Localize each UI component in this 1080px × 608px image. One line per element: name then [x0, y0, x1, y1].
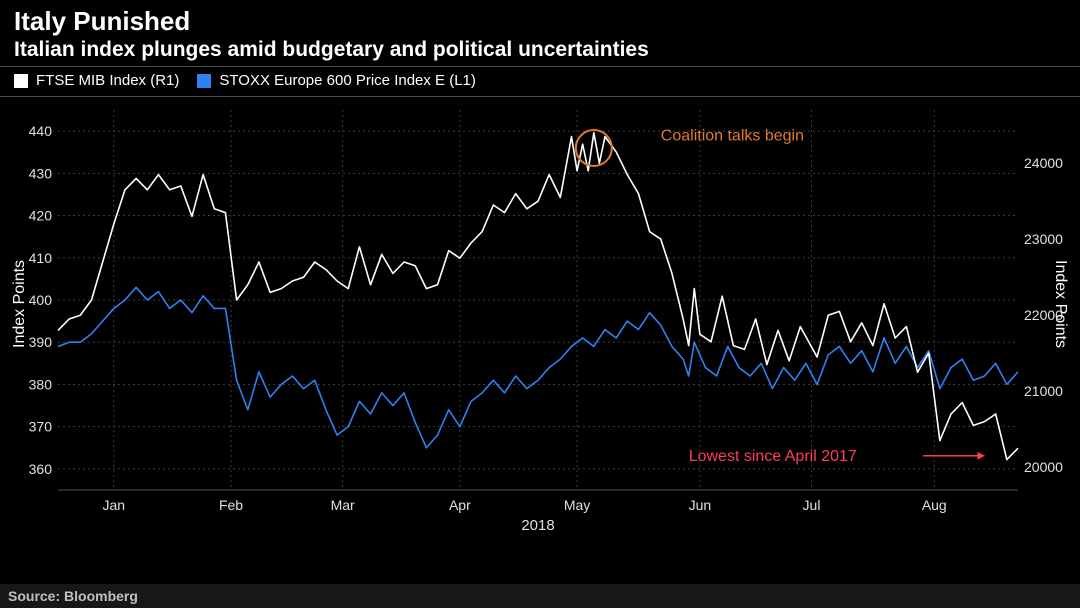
legend-swatch [14, 74, 28, 88]
y-right-tick: 20000 [1024, 459, 1063, 475]
legend-item: FTSE MIB Index (R1) [14, 72, 179, 89]
y-left-tick: 360 [29, 461, 53, 477]
chart-frame: Italy Punished Italian index plunges ami… [0, 0, 1080, 608]
x-tick: Apr [449, 497, 471, 513]
annotation-text: Coalition talks begin [661, 127, 804, 144]
annotation-text: Lowest since April 2017 [689, 448, 857, 465]
x-tick: Jul [803, 497, 821, 513]
y-right-tick: 22000 [1024, 307, 1063, 323]
y-left-tick: 440 [29, 123, 53, 139]
y-left-tick: 370 [29, 419, 53, 435]
x-tick: Feb [219, 497, 243, 513]
x-tick: Jun [689, 497, 712, 513]
y-right-tick: 21000 [1024, 383, 1063, 399]
chart-subtitle: Italian index plunges amid budgetary and… [14, 38, 649, 62]
legend-label: STOXX Europe 600 Price Index E (L1) [219, 72, 476, 89]
x-tick: May [564, 497, 590, 513]
y-axis-right-label: Index Points [1040, 0, 1080, 608]
legend-swatch [197, 74, 211, 88]
y-left-tick: 380 [29, 376, 53, 392]
y-right-tick: 23000 [1024, 231, 1063, 247]
chart-title: Italy Punished [14, 6, 190, 37]
legend-label: FTSE MIB Index (R1) [36, 72, 179, 89]
source-label: Source: Bloomberg [8, 588, 138, 604]
y-right-tick: 24000 [1024, 155, 1063, 171]
legend-item: STOXX Europe 600 Price Index E (L1) [197, 72, 476, 89]
x-tick: Mar [331, 497, 355, 513]
y-left-tick: 400 [29, 292, 53, 308]
plot-area: 3603703803904004104204304402000021000220… [58, 104, 1018, 534]
y-left-tick: 390 [29, 334, 53, 350]
divider [0, 66, 1080, 67]
x-tick: Jan [103, 497, 126, 513]
footer-bar [0, 584, 1080, 608]
x-axis-label: 2018 [521, 517, 554, 534]
x-tick: Aug [922, 497, 947, 513]
y-left-tick: 420 [29, 208, 53, 224]
legend: FTSE MIB Index (R1) STOXX Europe 600 Pri… [14, 72, 476, 89]
chart-svg: 3603703803904004104204304402000021000220… [58, 104, 1018, 534]
series-stoxx [58, 287, 1018, 447]
y-left-tick: 410 [29, 250, 53, 266]
annotation-arrowhead [978, 452, 985, 460]
y-left-tick: 430 [29, 165, 53, 181]
divider [0, 96, 1080, 97]
